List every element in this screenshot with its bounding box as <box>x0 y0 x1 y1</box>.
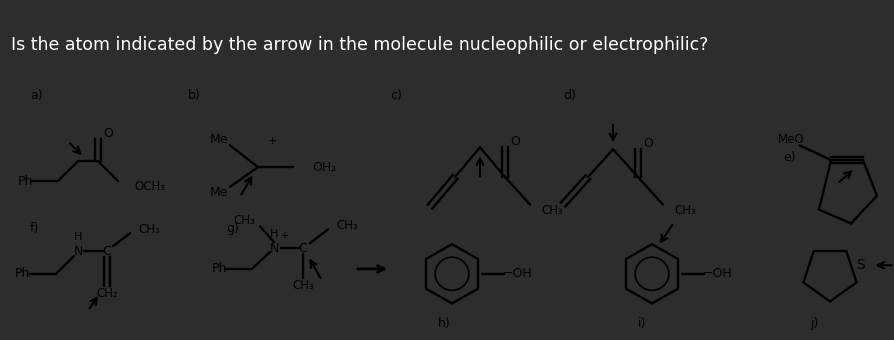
Text: C: C <box>103 244 111 258</box>
Text: Ph: Ph <box>15 267 30 280</box>
Text: +: + <box>280 231 288 241</box>
Text: CH₃: CH₃ <box>138 223 159 236</box>
Text: H: H <box>269 229 278 239</box>
Text: OCH₃: OCH₃ <box>134 181 164 193</box>
Text: O: O <box>642 137 652 150</box>
Text: j): j) <box>809 317 817 330</box>
Text: a): a) <box>30 89 43 102</box>
Text: CH₃: CH₃ <box>540 204 562 217</box>
Text: O: O <box>103 127 113 140</box>
Text: OH₂: OH₂ <box>312 160 336 174</box>
Text: N: N <box>269 242 278 255</box>
Text: Me: Me <box>210 133 228 146</box>
Text: Ph: Ph <box>18 175 33 188</box>
Text: g): g) <box>226 222 239 235</box>
Text: S: S <box>856 258 864 272</box>
Text: CH₂: CH₂ <box>96 287 118 300</box>
Text: +: + <box>267 136 276 147</box>
Text: d): d) <box>562 89 575 102</box>
Text: CH₃: CH₃ <box>673 204 695 217</box>
Text: MeO: MeO <box>777 133 804 146</box>
Text: Ph: Ph <box>212 262 227 275</box>
Text: f): f) <box>30 222 39 235</box>
Text: h): h) <box>437 317 451 330</box>
Text: H: H <box>73 232 82 242</box>
Text: −OH: −OH <box>502 267 532 280</box>
Text: O: O <box>510 135 519 148</box>
Text: Me: Me <box>210 186 228 199</box>
Text: e): e) <box>782 151 795 164</box>
Text: −OH: −OH <box>703 267 732 280</box>
Text: Is the atom indicated by the arrow in the molecule nucleophilic or electrophilic: Is the atom indicated by the arrow in th… <box>11 36 707 54</box>
Text: CH₃: CH₃ <box>291 279 314 292</box>
Text: b): b) <box>188 89 200 102</box>
Text: N: N <box>73 244 82 258</box>
Text: c): c) <box>390 89 401 102</box>
Text: i): i) <box>637 317 645 330</box>
Text: CH₃: CH₃ <box>233 214 255 227</box>
Text: CH₃: CH₃ <box>335 219 358 232</box>
Text: C: C <box>299 242 307 255</box>
